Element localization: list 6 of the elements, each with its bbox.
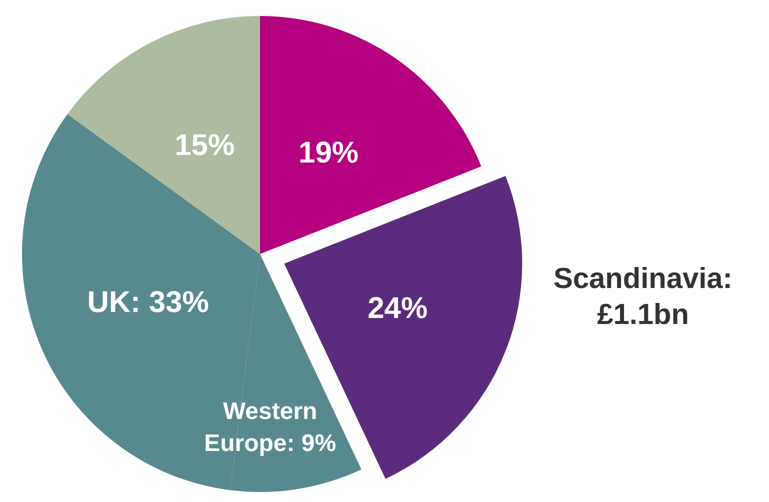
data-label: Western Europe: 9% <box>204 398 336 457</box>
data-label: 19% <box>298 136 359 170</box>
data-label: 24% <box>368 292 428 325</box>
data-label: 15% <box>174 128 235 162</box>
data-label: UK: 33% <box>87 286 209 319</box>
slice-label: Scandinavia: £1.1bn <box>554 263 732 332</box>
